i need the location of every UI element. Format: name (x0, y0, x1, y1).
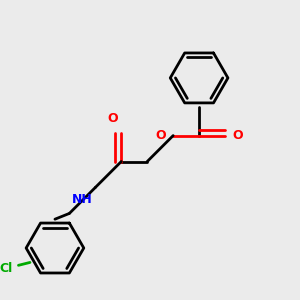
Text: NH: NH (72, 193, 92, 206)
Text: O: O (107, 112, 118, 125)
Text: Cl: Cl (0, 262, 13, 275)
Text: O: O (232, 129, 243, 142)
Text: O: O (155, 129, 166, 142)
